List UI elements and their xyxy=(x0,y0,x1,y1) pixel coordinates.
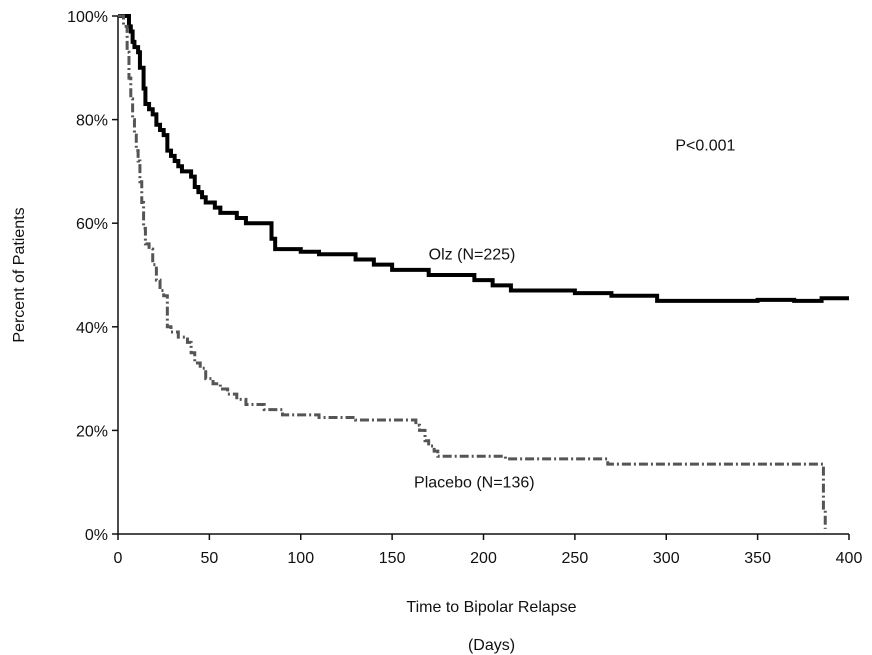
x-tick-label: 350 xyxy=(744,550,771,567)
x-tick-label: 100 xyxy=(287,550,314,567)
x-axis-title: Time to Bipolar Relapse xyxy=(406,599,576,616)
series-layer xyxy=(118,14,849,529)
x-tick-label: 0 xyxy=(114,550,123,567)
y-tick-label: 100% xyxy=(67,9,108,26)
y-tick-label: 20% xyxy=(76,423,108,440)
axis-ticks: 0% 20% 40% 60% 80% 100% 0 50 100 150 200 250 300 350 4… xyxy=(67,9,862,567)
x-axis-unit: (Days) xyxy=(468,637,515,654)
annotation-label: P<0.001 xyxy=(675,138,735,155)
x-tick-label: 150 xyxy=(379,550,406,567)
x-tick-label: 300 xyxy=(653,550,680,567)
x-tick-label: 50 xyxy=(200,550,218,567)
y-tick-label: 40% xyxy=(76,320,108,337)
annotation-label: Olz (N=225) xyxy=(429,246,516,263)
x-tick-label: 250 xyxy=(562,550,589,567)
x-tick-label: 400 xyxy=(836,550,863,567)
x-tick-label: 200 xyxy=(470,550,497,567)
y-tick-label: 60% xyxy=(76,216,108,233)
series-olz-line xyxy=(118,14,849,303)
y-tick-label: 0% xyxy=(85,527,108,544)
y-axis-title: Percent of Patients xyxy=(11,207,28,342)
annotation-label: Placebo (N=136) xyxy=(414,474,535,491)
y-tick-label: 80% xyxy=(76,113,108,130)
series-placebo-line xyxy=(118,14,827,529)
annotations: P<0.001 Olz (N=225) Placebo (N=136) xyxy=(414,138,735,492)
